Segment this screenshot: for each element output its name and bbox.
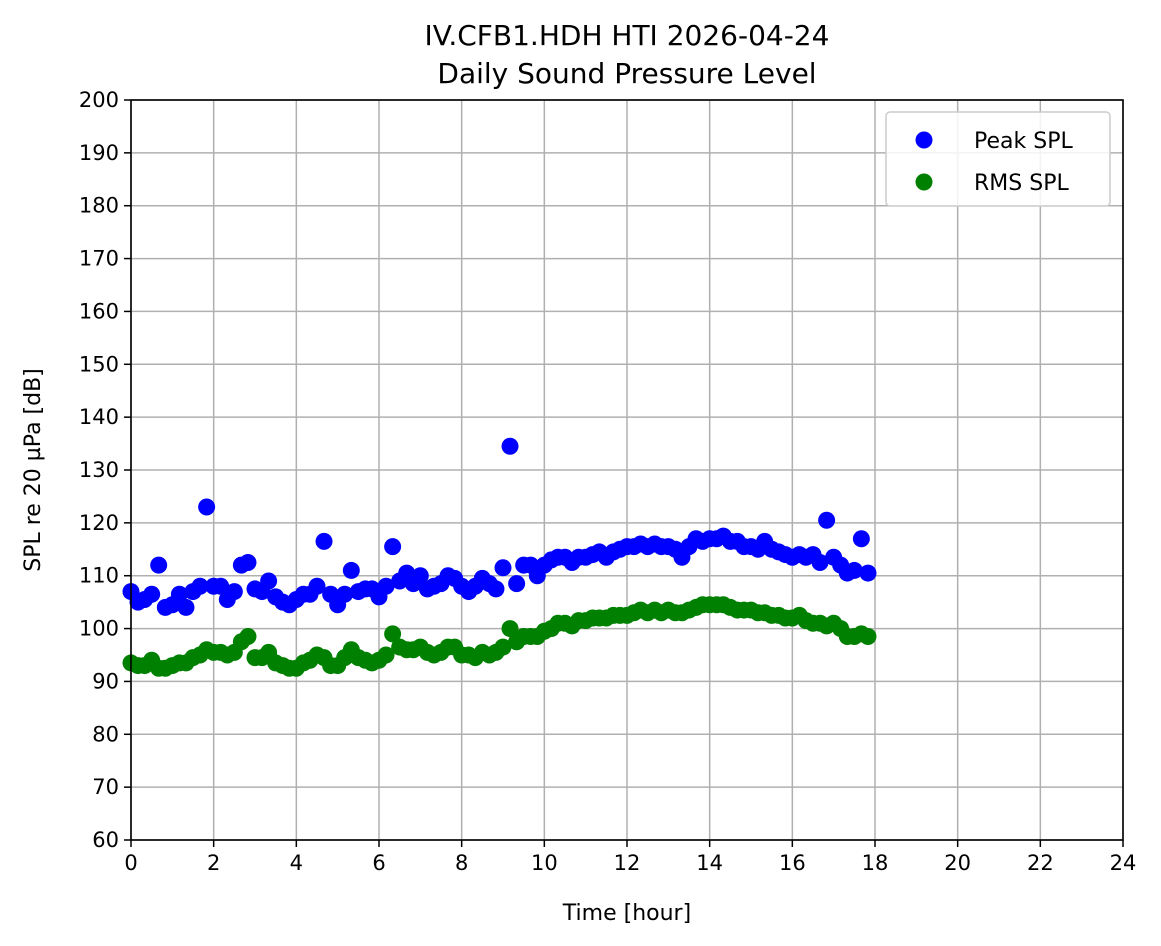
y-tick-label: 190 xyxy=(79,141,119,165)
y-tick-label: 200 xyxy=(79,88,119,112)
x-tick-label: 10 xyxy=(531,851,558,875)
data-point-rms xyxy=(384,625,402,643)
y-tick-label: 160 xyxy=(79,299,119,323)
data-point-peak xyxy=(170,585,188,603)
x-tick-label: 8 xyxy=(455,851,468,875)
data-point-peak xyxy=(191,577,209,595)
legend-label-peak: Peak SPL xyxy=(974,129,1073,154)
x-tick-label: 20 xyxy=(944,851,971,875)
data-point-rms xyxy=(859,628,877,645)
data-point-peak xyxy=(411,567,429,585)
data-point-peak xyxy=(487,580,505,598)
x-tick-label: 14 xyxy=(696,851,723,875)
data-point-peak xyxy=(384,538,402,556)
data-points xyxy=(122,437,877,677)
y-tick-label: 90 xyxy=(92,669,119,693)
data-point-peak xyxy=(225,583,243,601)
y-tick-label: 170 xyxy=(79,247,119,271)
y-tick-label: 140 xyxy=(79,405,119,429)
legend-marker-rms xyxy=(915,173,933,191)
legend: Peak SPL RMS SPL xyxy=(885,111,1111,207)
data-point-peak xyxy=(859,564,877,582)
x-tick-label: 16 xyxy=(779,851,806,875)
x-tick-label: 4 xyxy=(290,851,303,875)
y-tick-label: 110 xyxy=(79,564,119,588)
chart-title: IV.CFB1.HDH HTI 2026-04-24 xyxy=(425,19,830,52)
x-tick-label: 12 xyxy=(614,851,641,875)
data-point-peak xyxy=(818,511,836,529)
x-tick-label: 22 xyxy=(1027,851,1054,875)
x-tick-label: 2 xyxy=(207,851,220,875)
y-tick-label: 70 xyxy=(92,775,119,799)
data-point-peak xyxy=(198,498,216,516)
data-point-peak xyxy=(177,598,195,616)
y-tick-label: 80 xyxy=(92,722,119,746)
legend-marker-peak xyxy=(915,131,933,149)
chart-subtitle: Daily Sound Pressure Level xyxy=(437,57,816,90)
data-point-rms xyxy=(501,620,519,638)
data-point-peak xyxy=(342,561,360,579)
legend-label-rms: RMS SPL xyxy=(974,171,1069,196)
y-tick-label: 130 xyxy=(79,458,119,482)
data-point-peak xyxy=(239,554,257,571)
y-tick-label: 180 xyxy=(79,194,119,218)
data-point-rms xyxy=(494,638,512,656)
data-point-peak xyxy=(845,561,863,579)
data-point-peak xyxy=(212,577,230,595)
data-point-peak xyxy=(377,577,395,595)
data-point-peak xyxy=(501,437,519,455)
y-tick-label: 100 xyxy=(79,617,119,641)
data-point-peak xyxy=(260,572,278,590)
data-point-peak xyxy=(811,554,829,571)
x-tick-label: 24 xyxy=(1110,851,1137,875)
x-tick-label: 0 xyxy=(124,851,137,875)
y-tick-label: 60 xyxy=(92,828,119,852)
data-point-rms xyxy=(239,628,257,645)
axis-ticks: 0 2 4 6 8 10 12 14 16 18 20 22 246070809010011012013… xyxy=(79,88,1136,875)
data-point-peak xyxy=(336,585,354,603)
x-axis-label: Time [hour] xyxy=(562,901,691,926)
data-point-peak xyxy=(150,556,168,574)
y-tick-label: 150 xyxy=(79,352,119,376)
data-point-peak xyxy=(143,585,161,603)
y-axis-label: SPL re 20 µPa [dB] xyxy=(21,368,46,572)
data-point-peak xyxy=(315,532,333,550)
grid-lines xyxy=(130,99,1124,841)
y-tick-label: 120 xyxy=(79,511,119,535)
legend-box xyxy=(885,111,1111,207)
data-point-peak xyxy=(494,559,512,577)
data-point-rms xyxy=(377,646,395,664)
data-point-peak xyxy=(852,530,870,548)
x-tick-label: 18 xyxy=(862,851,889,875)
data-point-peak xyxy=(308,577,326,595)
data-point-peak xyxy=(508,575,526,593)
x-tick-label: 6 xyxy=(372,851,385,875)
